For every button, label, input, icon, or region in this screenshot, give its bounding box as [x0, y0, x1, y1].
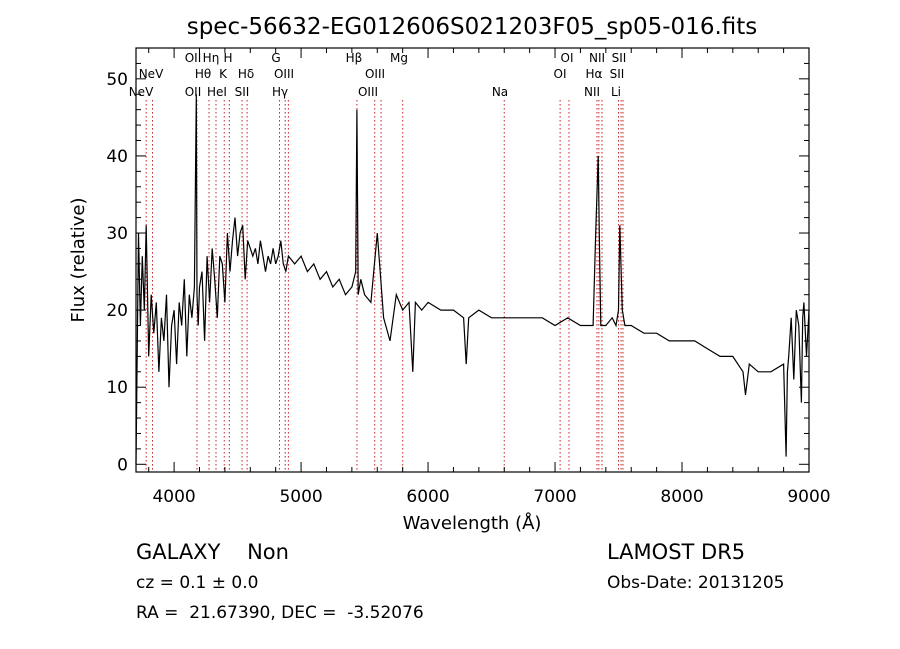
line-label-21: NII	[589, 51, 605, 65]
line-label-18: Na	[492, 85, 508, 99]
x-tick-label-1: 5000	[279, 487, 322, 507]
line-label-10: SII	[235, 85, 250, 99]
x-tick-label-0: 4000	[152, 487, 195, 507]
line-label-13: Hγ	[272, 85, 288, 99]
line-label-3: OII	[185, 85, 202, 99]
line-label-11: G	[271, 51, 280, 65]
line-label-4: Hη	[203, 51, 220, 65]
line-label-23: NII	[584, 85, 600, 99]
survey-name: LAMOST DR5	[607, 540, 746, 564]
plot-frame	[135, 47, 810, 473]
line-label-17: Mg	[390, 51, 408, 65]
y-tick-label-0: 0	[117, 455, 128, 475]
line-label-2: OII	[185, 51, 202, 65]
y-tick-label-3: 30	[106, 224, 128, 244]
line-label-20: OI	[554, 67, 567, 81]
redshift-info: cz = 0.1 ± 0.0	[136, 573, 259, 593]
line-label-24: SII	[612, 51, 627, 65]
y-axis-ticks: 0 10 20 30 40 50	[106, 62, 809, 475]
spectrum-line	[135, 94, 810, 465]
line-label-0: NeV	[139, 67, 164, 81]
line-label-6: HeI	[207, 85, 227, 99]
y-tick-label-2: 20	[106, 301, 128, 321]
line-label-22: Hα	[586, 67, 603, 81]
line-label-14: Hβ	[346, 51, 363, 65]
x-tick-label-5: 9000	[787, 487, 830, 507]
x-tick-label-3: 7000	[533, 487, 576, 507]
line-label-25: SII	[610, 67, 625, 81]
line-label-12: OIII	[274, 67, 294, 81]
line-label-9: Hδ	[238, 67, 254, 81]
x-tick-label-4: 8000	[660, 487, 703, 507]
line-label-26: Li	[611, 85, 621, 99]
line-label-5: Hθ	[195, 67, 211, 81]
line-label-19: OI	[561, 51, 574, 65]
line-label-7: H	[223, 51, 232, 65]
chart-title: spec-56632-EG012606S021203F05_sp05-016.f…	[187, 14, 758, 40]
coordinates-info: RA = 21.67390, DEC = -3.52076	[136, 603, 424, 623]
line-markers	[145, 100, 624, 472]
line-label-1: NeV	[129, 85, 154, 99]
y-tick-label-4: 40	[106, 147, 128, 167]
y-tick-label-5: 50	[106, 70, 128, 90]
x-axis-ticks: 4000 5000 6000 7000 8000 9000	[148, 48, 831, 507]
line-label-16: OIII	[358, 85, 378, 99]
line-label-15: OIII	[365, 67, 385, 81]
x-tick-label-2: 6000	[406, 487, 449, 507]
obs-date: Obs-Date: 20131205	[607, 573, 785, 593]
x-axis-label: Wavelength (Å)	[403, 512, 542, 534]
y-tick-label-1: 10	[106, 378, 128, 398]
line-label-8: K	[219, 67, 228, 81]
y-axis-label: Flux (relative)	[68, 197, 89, 322]
object-class: GALAXY Non	[136, 540, 289, 564]
